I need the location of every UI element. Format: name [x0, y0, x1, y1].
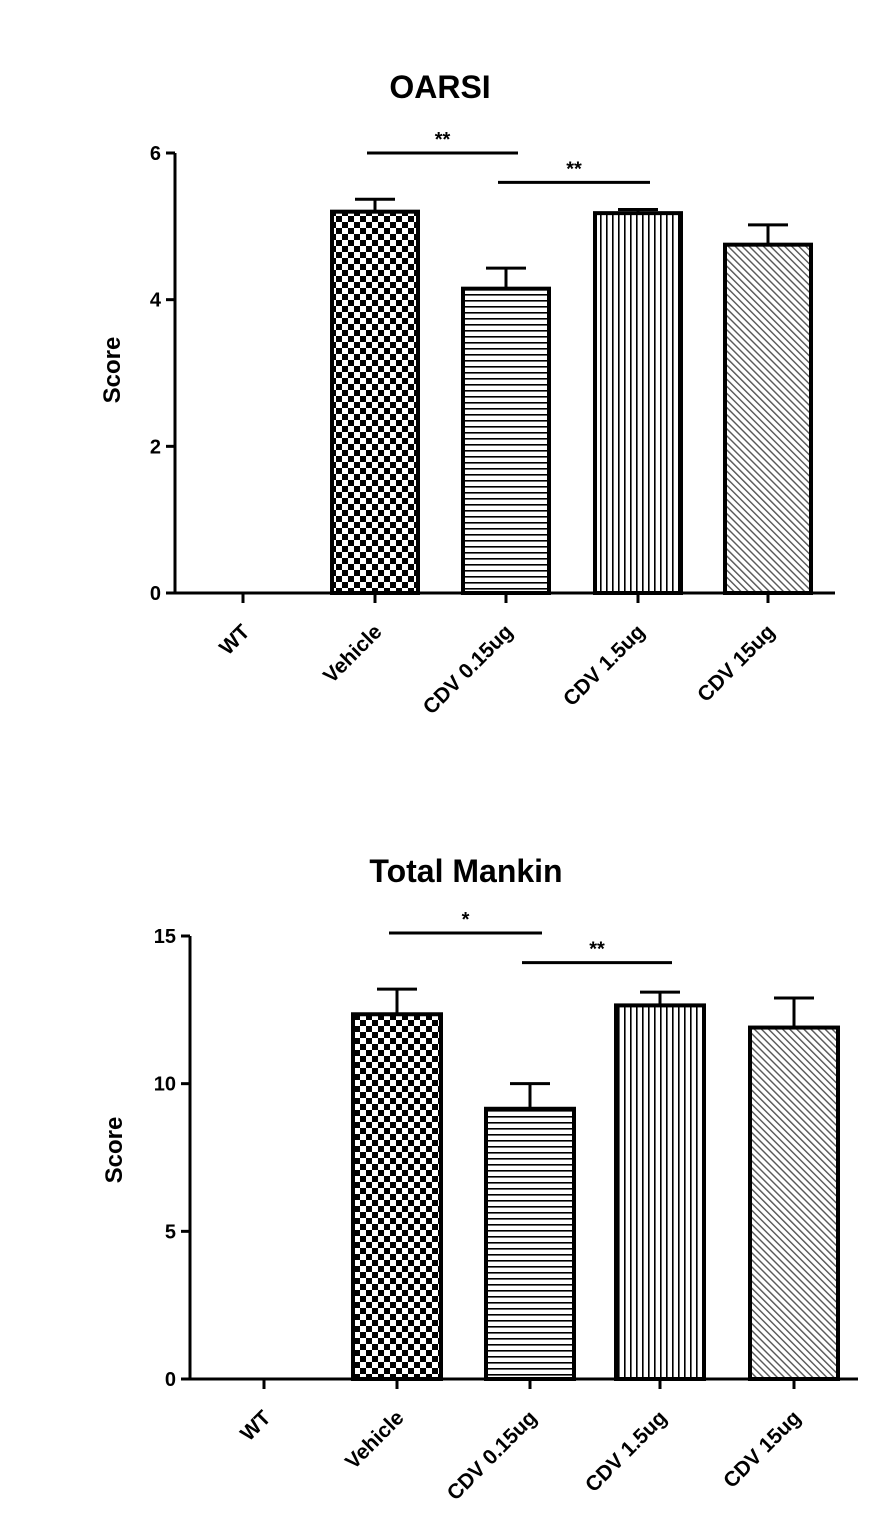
x-category-label: CDV 1.5ug — [581, 1406, 672, 1497]
bar-cdv-15ug — [723, 242, 813, 596]
y-tick-label: 10 — [154, 1074, 176, 1096]
y-tick-label: 15 — [154, 926, 176, 948]
y-tick-label: 4 — [150, 290, 162, 312]
bar-vehicle — [351, 1012, 443, 1381]
x-category-label: WT — [236, 1406, 275, 1445]
x-category-label: CDV 1.5ug — [559, 620, 650, 711]
y-tick-label: 0 — [165, 1369, 176, 1391]
y-axis-label: Score — [99, 337, 126, 404]
x-category-label: CDV 0.15ug — [419, 620, 518, 719]
x-category-label: Vehicle — [319, 620, 386, 687]
x-category-label: CDV 15ug — [719, 1406, 805, 1492]
y-tick-label: 6 — [150, 143, 161, 165]
total-mankin-chart: Total Mankin Score 0 5 10 15 WT Vehicle CDV 0.… — [101, 853, 858, 1505]
significance-label: ** — [435, 129, 451, 151]
bar-cdv-0-15ug — [484, 1106, 576, 1382]
y-tick-label: 0 — [150, 583, 161, 605]
bar-vehicle — [330, 209, 420, 596]
significance-label: * — [462, 909, 470, 931]
oarsi-chart: OARSI Score 0 2 4 6 WT Vehicle CDV 0.15ug CDV 1… — [99, 69, 835, 719]
significance-label: ** — [589, 939, 605, 961]
bar-cdv-15ug — [748, 1025, 840, 1381]
bar-cdv-1-5ug — [593, 211, 683, 595]
significance-label: ** — [566, 158, 582, 180]
x-category-label: CDV 0.15ug — [443, 1406, 542, 1505]
x-category-label: Vehicle — [341, 1406, 408, 1473]
y-axis-label: Score — [101, 1117, 128, 1184]
x-category-label: WT — [215, 620, 254, 659]
chart-title: OARSI — [389, 69, 490, 105]
y-tick-label: 5 — [165, 1221, 176, 1243]
bar-cdv-0-15ug — [461, 286, 551, 595]
bar-cdv-1-5ug — [614, 1003, 706, 1381]
y-tick-label: 2 — [150, 436, 161, 458]
chart-title: Total Mankin — [369, 853, 562, 889]
x-category-label: CDV 15ug — [693, 620, 779, 706]
